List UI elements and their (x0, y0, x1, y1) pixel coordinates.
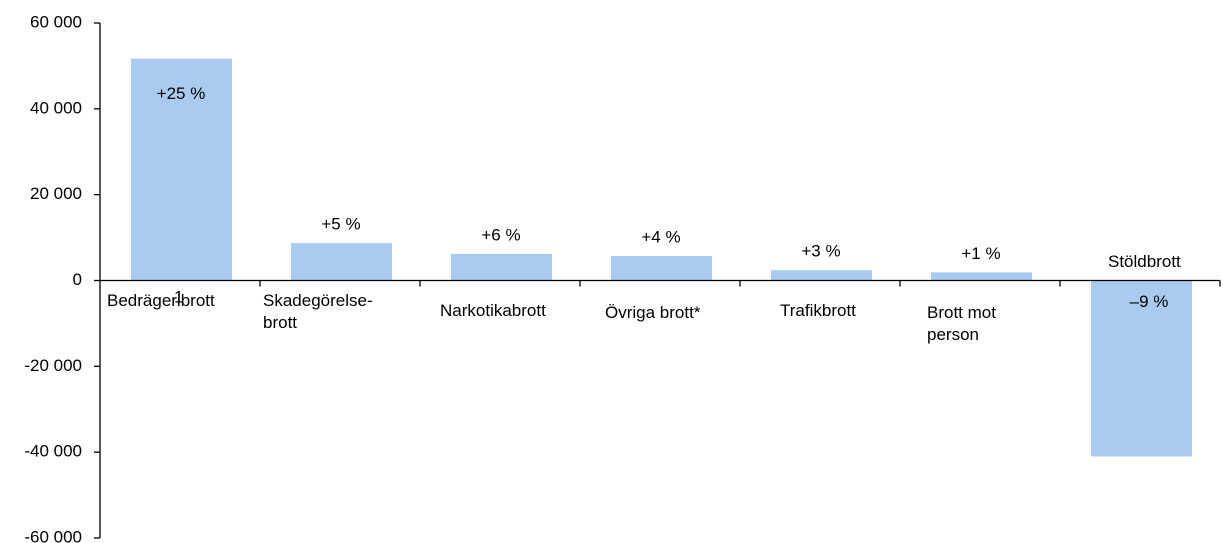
x-tick-label-line: Bedrägeribrott (107, 291, 215, 310)
x-tick-label: Stöldbrott (1108, 252, 1181, 271)
y-tick-label: -20 000 (24, 356, 82, 375)
bar-annotation: +5 % (321, 215, 360, 234)
y-tick-label: 60 000 (30, 12, 82, 31)
x-tick-label-line: Narkotikabrott (440, 301, 546, 320)
x-tick-label-line: Skadegörelse- (263, 291, 373, 310)
bar (291, 243, 392, 281)
bar-annotation: +3 % (801, 242, 840, 261)
x-tick-label: Trafikbrott (780, 301, 856, 320)
x-tick-label-line: person (927, 325, 979, 344)
y-tick-label: -60 000 (24, 527, 82, 543)
y-tick-label: 40 000 (30, 98, 82, 117)
bar (451, 253, 552, 281)
bar (931, 272, 1032, 281)
x-tick-label-line: Övriga brott* (605, 303, 701, 322)
y-tick-label: 0 (73, 270, 82, 289)
x-tick-label: Brott mot person (927, 303, 996, 344)
footnote-mark: 1 (174, 287, 183, 306)
x-tick-label: Övriga brott* (605, 303, 701, 322)
x-tick-label: Narkotikabrott (440, 301, 546, 320)
bar-annotation: +25 % (157, 84, 206, 103)
x-tick-label-line: brott (263, 313, 297, 332)
x-tick-label-line: Brott mot (927, 303, 996, 322)
bar-annotation: –9 % (1130, 292, 1169, 311)
y-tick-label: -40 000 (24, 442, 82, 461)
x-tick-label-line: Trafikbrott (780, 301, 856, 320)
bar (611, 256, 712, 281)
bar-annotation: +6 % (481, 225, 520, 244)
x-tick-label: Bedrägeribrott (107, 291, 215, 310)
bar (131, 58, 232, 281)
x-tick-label-line: Stöldbrott (1108, 252, 1181, 271)
bar (771, 270, 872, 281)
x-tick-label: Skadegörelse-brott (263, 291, 373, 332)
bar-annotation: +4 % (641, 228, 680, 247)
y-tick-label: 20 000 (30, 184, 82, 203)
bar-annotation: +1 % (961, 244, 1000, 263)
bar (1091, 280, 1192, 457)
